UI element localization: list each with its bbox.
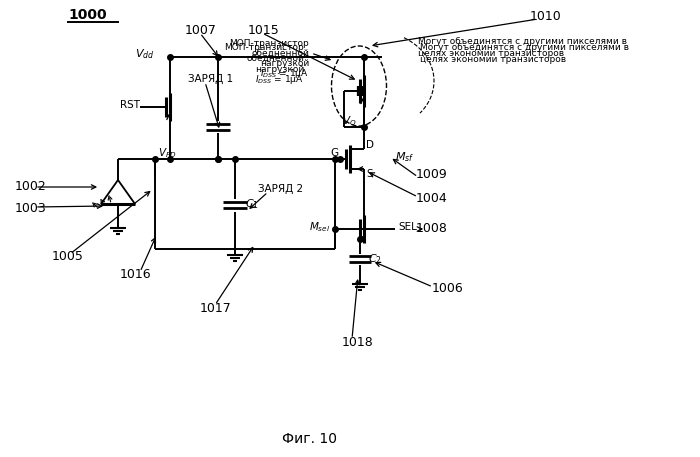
Text: 1010: 1010 [530,11,561,23]
Text: RST: RST [120,100,140,110]
Text: $C_2$: $C_2$ [368,252,382,266]
Text: Могут объединятся с другими пикселями в: Могут объединятся с другими пикселями в [418,37,627,46]
Text: G: G [330,148,338,158]
Text: 1008: 1008 [416,223,448,235]
Text: 1000: 1000 [68,8,106,22]
Text: обеднённой: обеднённой [251,48,309,58]
Text: 1015: 1015 [248,25,280,37]
Text: 1003: 1003 [15,202,47,216]
Text: 1006: 1006 [432,282,463,296]
Text: $V_{dd}$: $V_{dd}$ [135,47,155,61]
Text: $C_1$: $C_1$ [245,197,259,211]
Text: $V_{PD}$: $V_{PD}$ [158,146,176,160]
Text: 1004: 1004 [416,192,448,206]
Text: D: D [366,140,374,150]
Text: SEL: SEL [398,222,417,232]
Text: 1018: 1018 [342,335,374,349]
Text: ЗАРЯД 2: ЗАРЯД 2 [258,184,303,194]
Text: Фиг. 10: Фиг. 10 [283,432,337,446]
Text: МОП-транзистор: МОП-транзистор [224,43,304,52]
Text: 1002: 1002 [15,181,47,193]
Text: $M_{sel}$: $M_{sel}$ [309,220,330,234]
Text: 1009: 1009 [416,169,448,181]
Text: $I_{DSS}$ = 1μA: $I_{DSS}$ = 1μA [256,74,304,86]
Text: нагрузкой: нагрузкой [260,58,309,68]
Text: Могут объединятся с другими пикселями в: Могут объединятся с другими пикселями в [420,43,629,52]
Text: 1016: 1016 [120,269,152,282]
Text: S: S [366,169,372,179]
Text: 1007: 1007 [185,25,217,37]
Text: МОП-транзистор: МОП-транзистор [230,38,309,48]
Text: обеднённой: обеднённой [246,53,304,63]
Text: $V_O$: $V_O$ [342,114,356,128]
Text: нагрузкой: нагрузкой [255,64,304,74]
Text: 1017: 1017 [200,303,232,315]
Text: целях экономии транзисторов: целях экономии транзисторов [420,54,566,64]
Text: $I_{DSS}$ = 1μA: $I_{DSS}$ = 1μA [260,67,309,80]
Text: 1005: 1005 [52,250,84,264]
Text: ЗАРЯД 1: ЗАРЯД 1 [188,74,233,84]
Text: $M_{sf}$: $M_{sf}$ [395,150,414,164]
Text: целях экономии транзисторов: целях экономии транзисторов [418,48,564,58]
